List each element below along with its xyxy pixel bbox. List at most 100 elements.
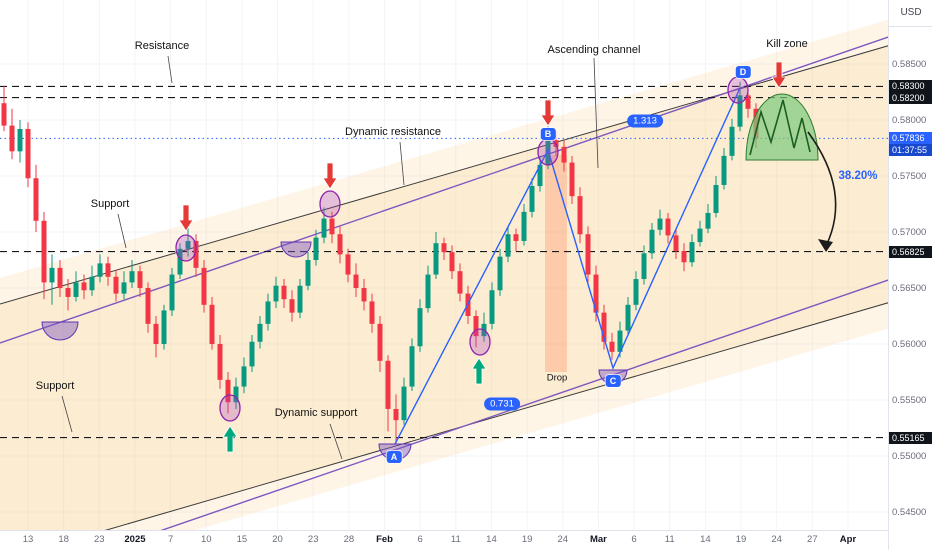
touch-ellipse[interactable] [319,190,341,218]
candle [33,178,39,221]
point-a-badge[interactable]: A [386,451,402,463]
point-c-badge[interactable]: C [605,375,621,387]
candle [681,251,687,263]
drop-label[interactable]: Drop [546,372,568,384]
candle [313,237,319,260]
kill-zone-shape[interactable] [745,93,819,161]
price-tick-label: 0.55000 [892,451,927,462]
label-connectors [61,55,599,460]
candle [241,366,247,387]
candle [217,344,223,380]
kill-zone-label[interactable]: Kill zone [766,38,808,50]
connector-line [593,57,599,169]
channel-glow-top [0,19,888,304]
candle [537,164,543,187]
time-tick-label: 6 [417,534,423,545]
time-tick-label: 15 [236,534,248,545]
candle [689,242,695,263]
down-arrow-icon[interactable] [540,99,556,127]
down-arrow-icon[interactable] [322,162,338,190]
time-tick-label: 10 [200,534,212,545]
candle [633,279,639,305]
ascending-channel-label[interactable]: Ascending channel [547,44,641,56]
touch-semicircle[interactable] [41,321,79,341]
candle [457,271,463,294]
touch-ellipse[interactable] [537,138,559,166]
connector-line [61,395,73,433]
candle [25,128,31,179]
candle [521,211,527,241]
candle [289,299,295,313]
touch-ellipse[interactable] [469,328,491,356]
candle [345,254,351,275]
candle [641,253,647,280]
kill-zone-dome[interactable] [745,93,819,161]
current-price-badge[interactable]: 0.57836 [889,132,932,145]
candle [265,301,271,324]
price-axis[interactable]: USD 0.58500 0.58000 0.57500 0.57000 0.56500 0… [888,0,932,550]
candle [505,234,511,257]
fib-level-0731[interactable]: 0.731 [484,397,520,411]
price-tick-label: 0.57000 [892,227,927,238]
time-tick-label: 11 [664,534,675,545]
candle [529,186,535,212]
down-arrow-icon[interactable] [178,204,194,232]
drop-band[interactable] [545,155,567,372]
connector-line [329,423,343,460]
price-level-badge[interactable]: 0.56825 [889,245,932,258]
time-tick-label: 27 [807,534,818,545]
channel-fill [0,45,888,530]
candle [137,271,143,288]
candle [105,263,111,277]
candle [649,229,655,254]
touch-ellipse[interactable] [727,76,749,104]
support-mid-label[interactable]: Support [90,198,130,210]
price-level-badge[interactable]: 0.58200 [889,91,932,104]
time-axis[interactable]: 13 18 23 2025 7 10 15 20 23 28 Feb 6 11 14 19 24 Mar 6 11 1… [0,530,888,550]
price-tick-label: 0.56000 [892,339,927,350]
resistance-label[interactable]: Resistance [134,40,190,52]
candle [145,288,151,324]
candle [433,243,439,275]
price-level-badge[interactable]: 0.58300 [889,80,932,93]
price-level-badge[interactable]: 0.55165 [889,431,932,444]
projection-curve [807,131,837,247]
retracement-label[interactable]: 38.20% [838,170,878,182]
trendline[interactable] [0,265,888,530]
ascending-channel[interactable] [0,7,888,530]
candle [353,274,359,288]
down-arrow-icon[interactable] [771,61,787,89]
candle [665,218,671,236]
touch-semicircle[interactable] [280,241,312,258]
candle [489,290,495,324]
candle [473,316,479,337]
candle [321,218,327,238]
candle [561,146,567,163]
candle [417,308,423,347]
up-arrow-icon[interactable] [471,357,487,385]
candle [257,323,263,342]
point-b-badge[interactable]: B [540,128,556,140]
zigzag-abcd[interactable] [394,87,741,445]
candle [745,95,751,109]
up-arrow-icon[interactable] [222,425,238,453]
chart-canvas[interactable] [0,0,888,530]
support-low-label[interactable]: Support [35,380,75,392]
candle [601,312,607,342]
price-tick-label: 0.58000 [892,115,927,126]
fib-level-1313[interactable]: 1.313 [627,114,663,128]
connector-line [117,213,127,249]
candle [9,125,15,152]
candle [409,346,415,387]
candle [41,220,47,283]
candle [737,95,743,127]
candle [369,301,375,324]
dynamic-resistance-label[interactable]: Dynamic resistance [345,126,441,138]
touch-ellipse[interactable] [175,234,197,262]
projection-arrow[interactable] [807,131,837,252]
point-d-badge[interactable]: D [735,66,751,78]
dynamic-support-label[interactable]: Dynamic support [274,407,358,419]
touch-ellipse[interactable] [219,394,241,422]
candle [81,282,87,291]
